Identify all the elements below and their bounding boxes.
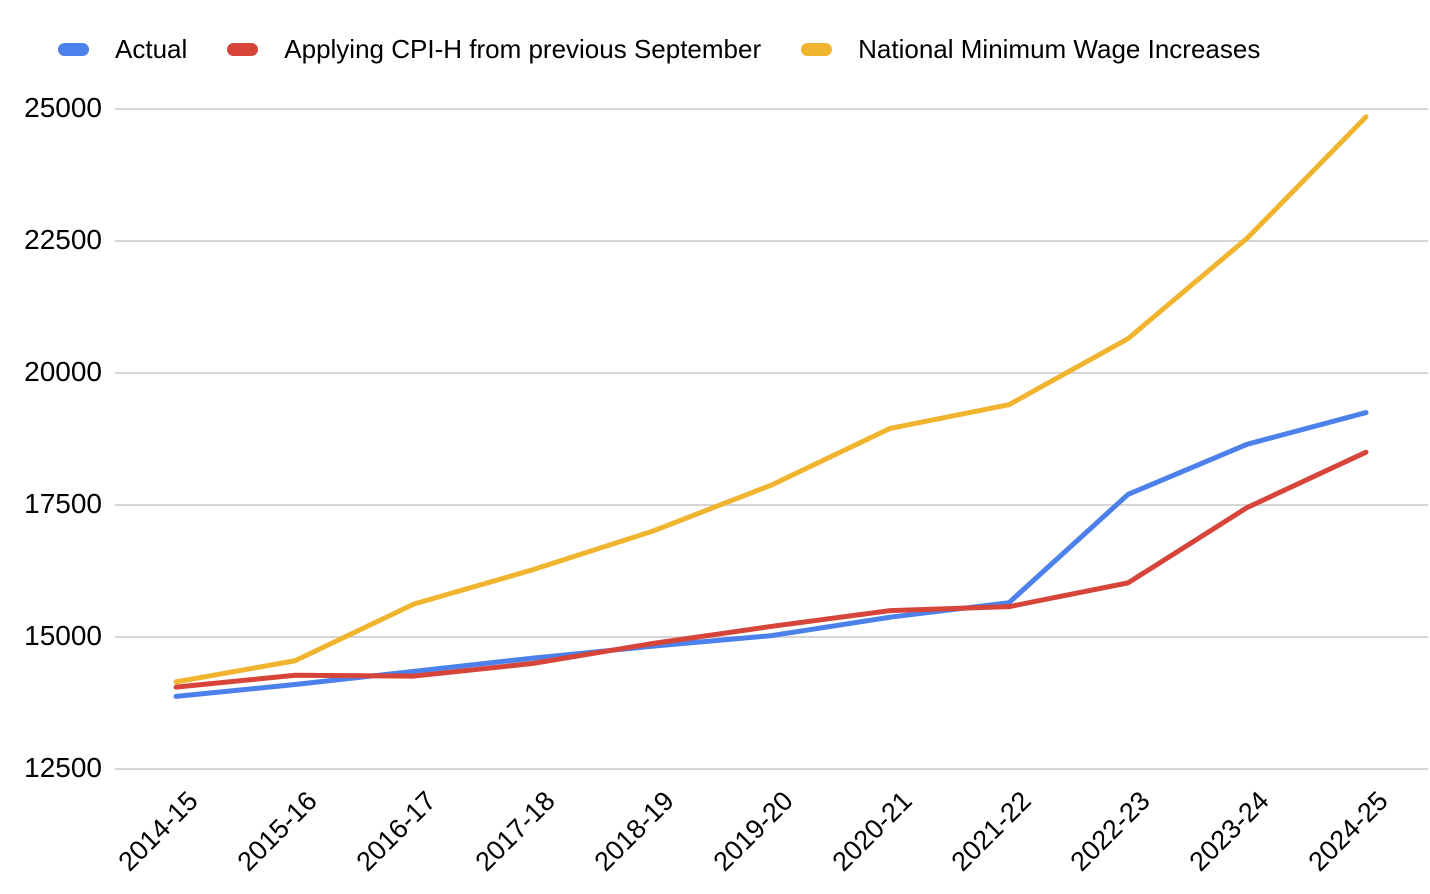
legend-item-1: Applying CPI-H from previous September xyxy=(227,36,761,62)
y-axis-tick-label: 15000 xyxy=(24,620,102,651)
legend-label: Applying CPI-H from previous September xyxy=(284,34,762,64)
legend-label: Actual xyxy=(115,34,188,64)
legend-label: National Minimum Wage Increases xyxy=(858,34,1261,64)
series-line-2 xyxy=(173,114,1369,685)
legend-swatch-icon xyxy=(58,42,89,56)
legend-item-2: National Minimum Wage Increases xyxy=(801,36,1260,62)
series-line-1 xyxy=(173,449,1369,690)
y-axis-tick-label: 17500 xyxy=(24,488,102,519)
series-line-0 xyxy=(173,410,1369,699)
legend-swatch-icon xyxy=(227,42,259,56)
y-axis-tick-label: 20000 xyxy=(24,356,102,387)
legend-swatch-icon xyxy=(801,42,833,56)
chart-legend: Actual Applying CPI-H from previous Septe… xyxy=(58,36,1300,62)
y-axis-tick-label: 25000 xyxy=(24,92,102,123)
y-axis-tick-label: 22500 xyxy=(24,224,102,255)
legend-item-0: Actual xyxy=(58,36,187,62)
y-axis-tick-label: 12500 xyxy=(24,752,102,783)
